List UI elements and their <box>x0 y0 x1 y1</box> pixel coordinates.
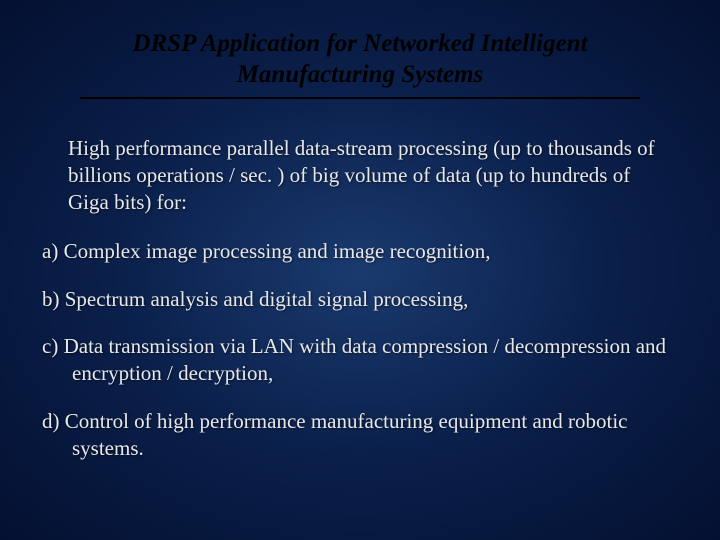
list-item: b) Spectrum analysis and digital signal … <box>42 286 680 313</box>
item-label: a) <box>42 239 58 263</box>
item-text: Complex image processing and image recog… <box>64 239 491 263</box>
list-item: a) Complex image processing and image re… <box>42 238 680 265</box>
item-text: Spectrum analysis and digital signal pro… <box>65 287 469 311</box>
item-label: c) <box>42 334 58 358</box>
slide-title: DRSP Application for Networked Intellige… <box>40 28 680 91</box>
items-list: a) Complex image processing and image re… <box>40 238 680 462</box>
item-label: b) <box>42 287 60 311</box>
item-text: Control of high performance manufacturin… <box>65 409 628 460</box>
title-underline <box>80 97 640 99</box>
list-item: c) Data transmission via LAN with data c… <box>42 333 680 388</box>
list-item: d) Control of high performance manufactu… <box>42 408 680 463</box>
slide-container: DRSP Application for Networked Intellige… <box>0 0 720 540</box>
item-text: Data transmission via LAN with data comp… <box>64 334 666 385</box>
item-label: d) <box>42 409 60 433</box>
intro-paragraph: High performance parallel data-stream pr… <box>40 135 680 217</box>
